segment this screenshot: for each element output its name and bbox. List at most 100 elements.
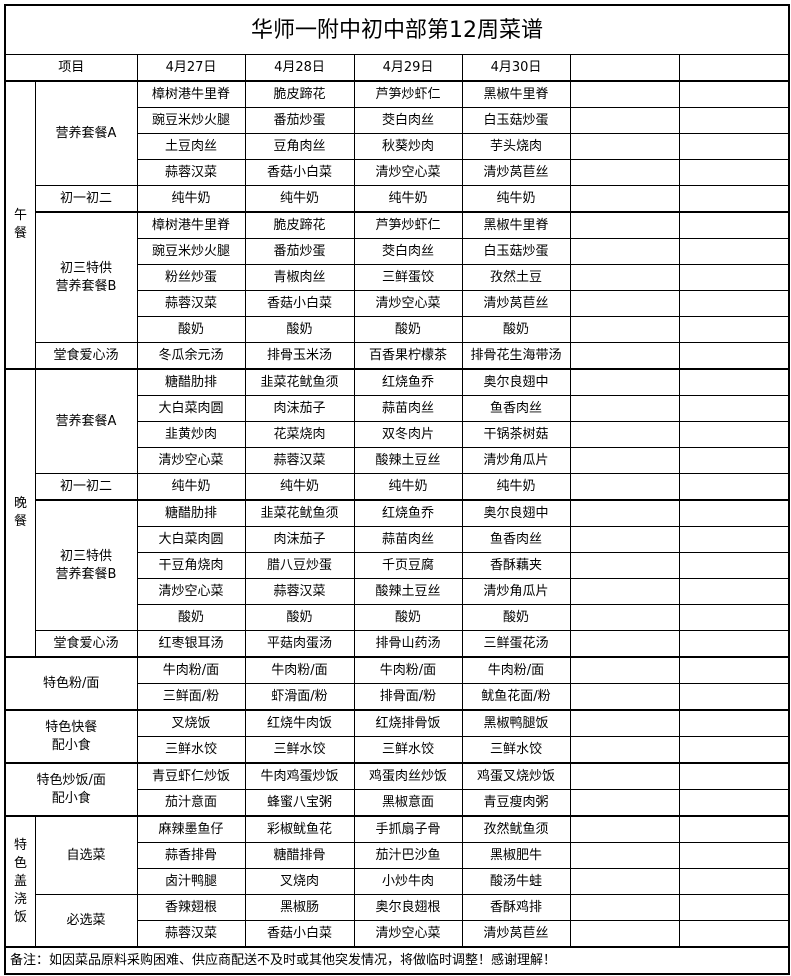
menu-row: 午餐 营养套餐A 樟树港牛里脊 脆皮蹄花 芦笋炒虾仁 黑椒牛里脊 [4,80,790,370]
dish-cell: 蒜苗肉丝 [353,395,463,422]
group-label: 特色炒饭/面 配小食 [4,762,138,817]
dish-cell: 腊八豆炒蛋 [244,552,355,579]
dish-cell: 清炒角瓜片 [461,578,571,605]
weekly-menu-table: 华师一附中初中部第12周菜谱 项目 4月27日 4月28日 4月29日 4月30… [4,4,790,975]
dish-cell: 酸奶 [353,316,463,343]
dish-cell: 黑椒意面 [353,789,463,817]
empty-cell [569,473,680,501]
dish-cell: 韭菜花鱿鱼须 [244,499,355,527]
menu-row: 蒜香排骨 糖醋排骨 茄汁巴沙鱼 黑椒肥牛 [5,842,790,869]
dish-cell: 茭白肉丝 [353,107,463,134]
dish-cell: 卤汁鸭腿 [136,868,246,895]
empty-cell [678,683,790,711]
page-title: 华师一附中初中部第12周菜谱 [4,4,790,55]
dish-cell: 红烧牛肉饭 [244,709,355,737]
dish-cell: 土豆肉丝 [136,133,246,160]
menu-row: 特色粉/面 牛肉粉/面 牛肉粉/面 牛肉粉/面 牛肉粉/面 [4,656,790,711]
dish-cell: 小炒牛肉 [353,868,463,895]
dish-cell: 芦笋炒虾仁 [353,211,463,239]
empty-cell [569,80,680,108]
empty-cell [678,499,790,527]
empty-cell [678,526,790,553]
menu-row: 土豆肉丝 豆角肉丝 秋葵炒肉 芋头烧肉 [5,133,790,160]
dish-cell: 芋头烧肉 [461,133,571,160]
note-text: 备注：如因菜品原料采购困难、供应商配送不及时或其他突发情况，将做临时调整！感谢理… [4,946,790,975]
group-label: 初三特供 营养套餐B [34,211,138,343]
empty-cell [569,185,680,213]
dish-cell: 酸奶 [244,604,355,631]
dish-cell: 纯牛奶 [461,473,571,501]
menu-row: 蒜蓉汉菜 香菇小白菜 清炒空心菜 清炒莴苣丝 [5,920,790,948]
empty-cell [678,421,790,448]
dish-cell: 牛肉粉/面 [244,656,355,684]
dish-cell: 三鲜水饺 [353,736,463,764]
dish-cell: 香酥鸡排 [461,894,571,921]
dish-cell: 纯牛奶 [136,185,246,213]
menu-row: 清炒空心菜 蒜蓉汉菜 酸辣土豆丝 清炒角瓜片 [5,447,790,474]
dish-cell: 茭白肉丝 [353,238,463,265]
dish-cell: 孜然土豆 [461,264,571,291]
menu-row: 特色快餐 配小食 叉烧饭 红烧牛肉饭 红烧排骨饭 黑椒鸭腿饭 [4,709,790,764]
empty-cell [569,736,680,764]
header-date-empty [678,54,790,82]
group-label: 初一初二 [34,185,138,213]
dish-cell: 三鲜蛋花汤 [461,630,571,658]
menu-row: 大白菜肉圆 肉沫茄子 蒜苗肉丝 鱼香肉丝 [5,395,790,422]
dish-cell: 茄汁意面 [136,789,246,817]
dish-cell: 纯牛奶 [353,473,463,501]
dish-cell: 脆皮蹄花 [244,211,355,239]
empty-cell [569,290,680,317]
dish-cell: 大白菜肉圆 [136,526,246,553]
empty-cell [569,499,680,527]
title-row: 华师一附中初中部第12周菜谱 [4,4,790,55]
menu-row: 豌豆米炒火腿 番茄炒蛋 茭白肉丝 白玉菇炒蛋 [5,107,790,134]
empty-cell [678,211,790,239]
menu-row: 茄汁意面 蜂蜜八宝粥 黑椒意面 青豆瘦肉粥 [5,789,790,817]
empty-cell [569,421,680,448]
empty-cell [569,920,680,948]
dish-cell: 排骨面/粉 [353,683,463,711]
empty-cell [678,133,790,160]
empty-cell [678,762,790,790]
meal-label: 午餐 [4,80,36,370]
menu-row: 堂食爱心汤 冬瓜余元汤 排骨玉米汤 百香果柠檬茶 排骨花生海带汤 [5,342,790,370]
dish-cell: 纯牛奶 [136,473,246,501]
dish-cell: 白玉菇炒蛋 [461,238,571,265]
empty-cell [678,815,790,843]
dish-cell: 纯牛奶 [461,185,571,213]
dish-cell: 纯牛奶 [244,185,355,213]
dish-cell: 韭黄炒肉 [136,421,246,448]
empty-cell [569,395,680,422]
empty-cell [678,264,790,291]
empty-cell [569,842,680,869]
dish-cell: 酸奶 [461,604,571,631]
empty-cell [569,107,680,134]
dish-cell: 脆皮蹄花 [244,80,355,108]
dish-cell: 黑椒肠 [244,894,355,921]
empty-cell [569,159,680,186]
dish-cell: 酸奶 [136,316,246,343]
header-date: 4月29日 [353,54,463,82]
empty-cell [569,604,680,631]
dish-cell: 干豆角烧肉 [136,552,246,579]
dish-cell: 肉沫茄子 [244,526,355,553]
dish-cell: 香菇小白菜 [244,159,355,186]
empty-cell [678,107,790,134]
empty-cell [569,264,680,291]
empty-cell [569,552,680,579]
dish-cell: 香酥藕夹 [461,552,571,579]
dish-cell: 酸辣土豆丝 [353,578,463,605]
dish-cell: 豌豆米炒火腿 [136,238,246,265]
group-label: 特色粉/面 [4,656,138,711]
menu-row: 蒜蓉汉菜 香菇小白菜 清炒空心菜 清炒莴苣丝 [5,290,790,317]
dish-cell: 鱼香肉丝 [461,526,571,553]
dish-cell: 清炒莴苣丝 [461,920,571,948]
dish-cell: 鱿鱼花面/粉 [461,683,571,711]
dish-cell: 清炒空心菜 [136,447,246,474]
group-label: 初三特供 营养套餐B [34,499,138,631]
empty-cell [569,447,680,474]
dish-cell: 清炒空心菜 [353,290,463,317]
dish-cell: 蒜香排骨 [136,842,246,869]
dish-cell: 叉烧饭 [136,709,246,737]
dish-cell: 酸汤牛蛙 [461,868,571,895]
